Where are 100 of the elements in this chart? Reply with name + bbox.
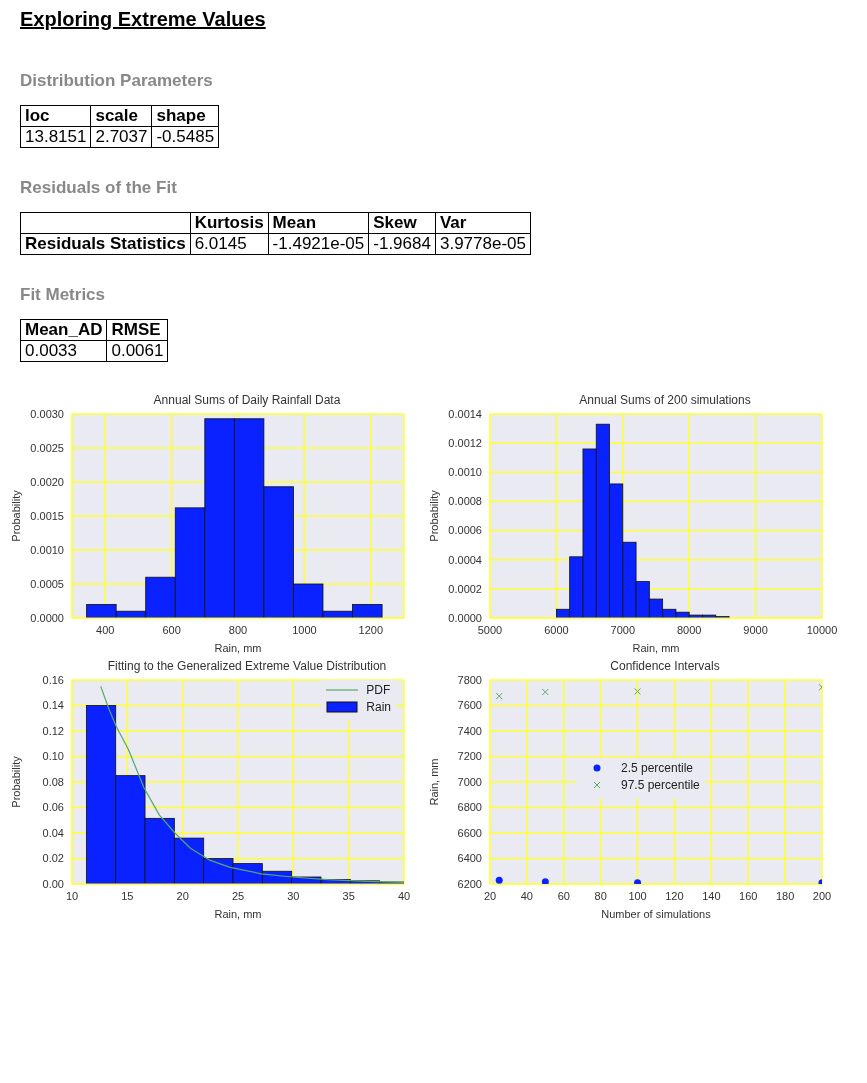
legend-label: Rain [366,700,391,714]
x-tick-label: 160 [739,889,758,902]
y-axis-title: Probability [9,755,22,808]
y-tick-label: 0.0012 [448,437,482,450]
y-tick-label: 0.14 [42,699,64,712]
text: Exploring Extreme Values [20,8,267,31]
chart-title: Confidence Intervals [609,658,721,674]
y-tick-label: 0.12 [42,724,64,737]
y-tick-label: 6200 [457,877,482,890]
x-tick-label: 1200 [358,623,384,636]
x-tick-label: 200 [812,889,832,902]
x-tick-label: 120 [665,889,684,902]
text: 6.0145 [194,234,247,253]
y-tick-label: 0.02 [42,852,64,865]
y-tick-label: 6600 [457,826,482,839]
text: 3.9778e-05 [439,234,526,253]
x-tick-label: 7000 [610,623,636,636]
category-label: RMSE [106,319,168,341]
x-axis-title: Number of simulations [601,908,712,920]
x-tick-label: 20 [176,889,189,902]
x-tick-label: 100 [628,889,647,902]
x-tick-label: 400 [96,623,115,636]
x-tick-label: 9000 [743,623,768,636]
chart-title: Annual Sums of Daily Rainfall Data [152,392,342,408]
y-tick-label: 0.0025 [30,441,64,454]
x-tick-label: 25 [231,889,245,902]
x-tick-label: 60 [557,889,570,902]
text: 2.7037 [95,127,148,146]
x-tick-label: 8000 [676,623,702,636]
y-tick-label: 0.0005 [30,577,64,590]
y-tick-label: 0.08 [42,775,64,788]
x-tick-label: 20 [483,889,497,902]
y-tick-label: 0.0000 [448,611,482,624]
category-label: Mean [268,212,369,234]
y-tick-label: 0.0015 [30,509,64,522]
chart-title: Annual Sums of 200 simulations [578,392,752,408]
x-axis-title: Rain, mm [214,908,262,920]
y-tick-label: 0.16 [42,673,64,686]
y-axis-title: Probability [427,489,440,542]
y-axis-title: Probability [9,489,22,542]
x-tick-label: 40 [520,889,534,902]
x-tick-label: 80 [594,889,607,902]
x-tick-label: 15 [121,889,134,902]
category-label: Kurtosis [190,212,269,234]
y-tick-label: 7800 [457,673,482,686]
text: 0.0033 [25,341,77,360]
y-tick-label: 0.04 [42,826,64,839]
y-tick-label: 6800 [457,801,482,814]
x-tick-label: 6000 [544,623,569,636]
y-tick-label: 0.0010 [30,543,64,556]
legend-label: PDF [366,683,391,697]
x-axis-title: Rain, mm [632,642,680,654]
category-label: Var [435,212,531,234]
category-label: shape [151,105,219,127]
category-label: Mean_AD [20,319,107,341]
category-label: loc [20,105,91,127]
y-tick-label: 0.0006 [448,524,482,537]
x-tick-label: 1000 [292,623,317,636]
y-tick-label: 0.0030 [30,407,64,420]
y-tick-label: 0.0010 [448,466,482,479]
chart-title: Fitting to the Generalized Extreme Value Distribution [106,658,388,674]
x-tick-label: 800 [228,623,248,636]
y-tick-label: 0.0000 [30,611,64,624]
x-tick-label: 180 [775,889,795,902]
y-tick-label: 0.00 [42,877,64,890]
text: -0.5485 [156,127,215,146]
category-label: Skew [368,212,436,234]
y-tick-label: 0.0002 [448,582,482,595]
text: -1.4921e-05 [272,234,365,253]
x-tick-label: 35 [342,889,355,902]
text: -1.9684 [373,234,431,253]
y-tick-label: 0.0004 [448,553,482,566]
y-tick-label: 0.0020 [30,475,64,488]
x-tick-label: 140 [702,889,721,902]
legend-label: 2.5 percentile [621,761,694,775]
category-label: scale [90,105,152,127]
legend-label: 97.5 percentile [621,778,700,792]
x-tick-label: 600 [162,623,181,636]
y-tick-label: 7600 [457,699,482,712]
text: 0.0061 [111,341,164,360]
x-tick-label: 10 [65,889,79,902]
text: 13.8151 [25,127,87,146]
y-tick-label: 0.0014 [448,407,482,420]
y-tick-label: 7000 [457,775,482,788]
y-tick-label: 0.10 [42,750,64,763]
text: Distribution Parameters [20,71,214,91]
y-tick-label: 7200 [457,750,482,763]
x-tick-label: 5000 [477,623,503,636]
y-tick-label: 0.06 [42,801,64,814]
x-tick-label: 40 [397,889,411,902]
y-axis-title: Rain, mm [427,758,440,806]
x-tick-label: 30 [287,889,300,902]
x-axis-title: Rain, mm [214,642,262,654]
text: Fit Metrics [20,285,107,305]
category-label: Residuals Statistics [25,234,186,253]
x-tick-label: 10000 [806,623,838,636]
y-tick-label: 0.0008 [448,495,482,508]
y-tick-label: 6400 [457,852,482,865]
text: Residuals of the Fit [20,178,178,198]
y-tick-label: 7400 [457,724,482,737]
